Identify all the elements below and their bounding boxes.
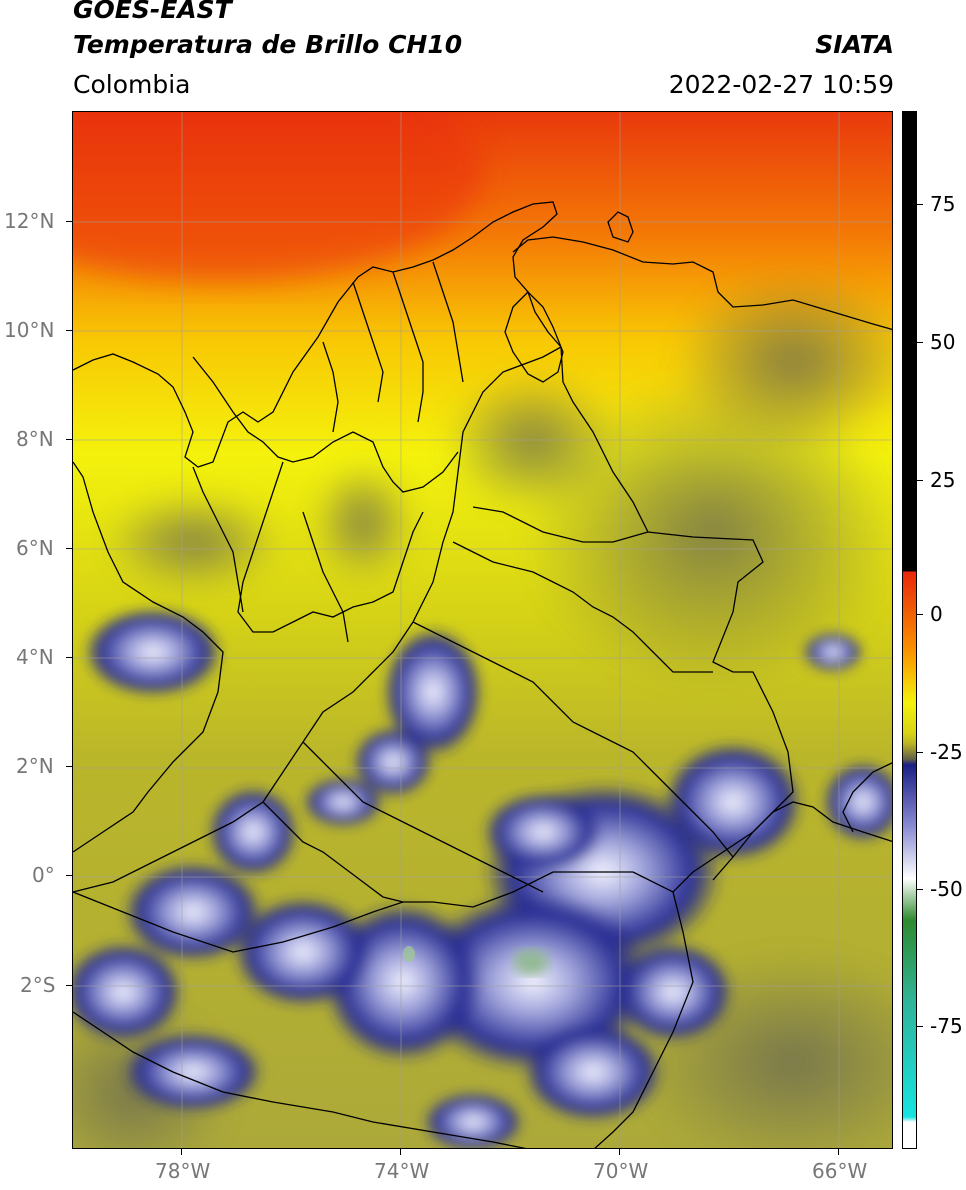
lon-tick bbox=[838, 1149, 839, 1155]
lat-label: 6°N bbox=[16, 536, 54, 560]
lat-tick bbox=[66, 330, 72, 331]
lon-label: 70°W bbox=[593, 1159, 649, 1183]
graticule bbox=[73, 112, 892, 1148]
colorbar-tick bbox=[917, 614, 923, 615]
lon-tick bbox=[400, 1149, 401, 1155]
region-label: Colombia bbox=[73, 70, 191, 99]
map-image bbox=[73, 112, 892, 1148]
lat-label: 2°S bbox=[20, 973, 56, 997]
timestamp-label: 2022-02-27 10:59 bbox=[668, 70, 894, 99]
colorbar-label: 50 bbox=[930, 330, 956, 354]
product-title: Temperatura de Brillo CH10 bbox=[73, 30, 463, 59]
boundaries bbox=[73, 201, 892, 1148]
colorbar-tick bbox=[917, 752, 923, 753]
lon-label: 78°W bbox=[155, 1159, 211, 1183]
colorbar-label: 25 bbox=[930, 468, 956, 492]
colorbar-tick bbox=[917, 1026, 923, 1027]
colorbar-scale bbox=[903, 112, 916, 1148]
lat-label: 4°N bbox=[16, 645, 54, 669]
lat-tick bbox=[66, 221, 72, 222]
colorbar bbox=[902, 111, 917, 1149]
lat-tick bbox=[66, 766, 72, 767]
colorbar-label: -50 bbox=[930, 877, 963, 901]
lat-label: 2°N bbox=[16, 754, 54, 778]
lat-tick bbox=[66, 875, 72, 876]
organization-label: SIATA bbox=[815, 30, 894, 59]
lon-tick bbox=[181, 1149, 182, 1155]
lat-label: 10°N bbox=[4, 318, 55, 342]
lat-tick bbox=[66, 985, 72, 986]
colorbar-tick bbox=[917, 480, 923, 481]
colorbar-label: -75 bbox=[930, 1014, 963, 1038]
lon-tick bbox=[619, 1149, 620, 1155]
convective-clouds bbox=[73, 607, 892, 1148]
colorbar-label: -25 bbox=[930, 740, 963, 764]
satellite-map bbox=[72, 111, 893, 1149]
lat-label: 8°N bbox=[16, 427, 54, 451]
lon-label: 66°W bbox=[812, 1159, 868, 1183]
colorbar-tick bbox=[917, 342, 923, 343]
colorbar-label: 0 bbox=[930, 602, 943, 626]
lon-label: 74°W bbox=[374, 1159, 430, 1183]
colorbar-tick bbox=[917, 889, 923, 890]
colorbar-tick bbox=[917, 204, 923, 205]
lat-tick bbox=[66, 439, 72, 440]
colorbar-label: 75 bbox=[930, 192, 956, 216]
lat-label: 0° bbox=[32, 863, 55, 887]
lat-label: 12°N bbox=[4, 209, 55, 233]
lat-tick bbox=[66, 548, 72, 549]
lat-tick bbox=[66, 657, 72, 658]
satellite-title: GOES-EAST bbox=[73, 0, 232, 24]
